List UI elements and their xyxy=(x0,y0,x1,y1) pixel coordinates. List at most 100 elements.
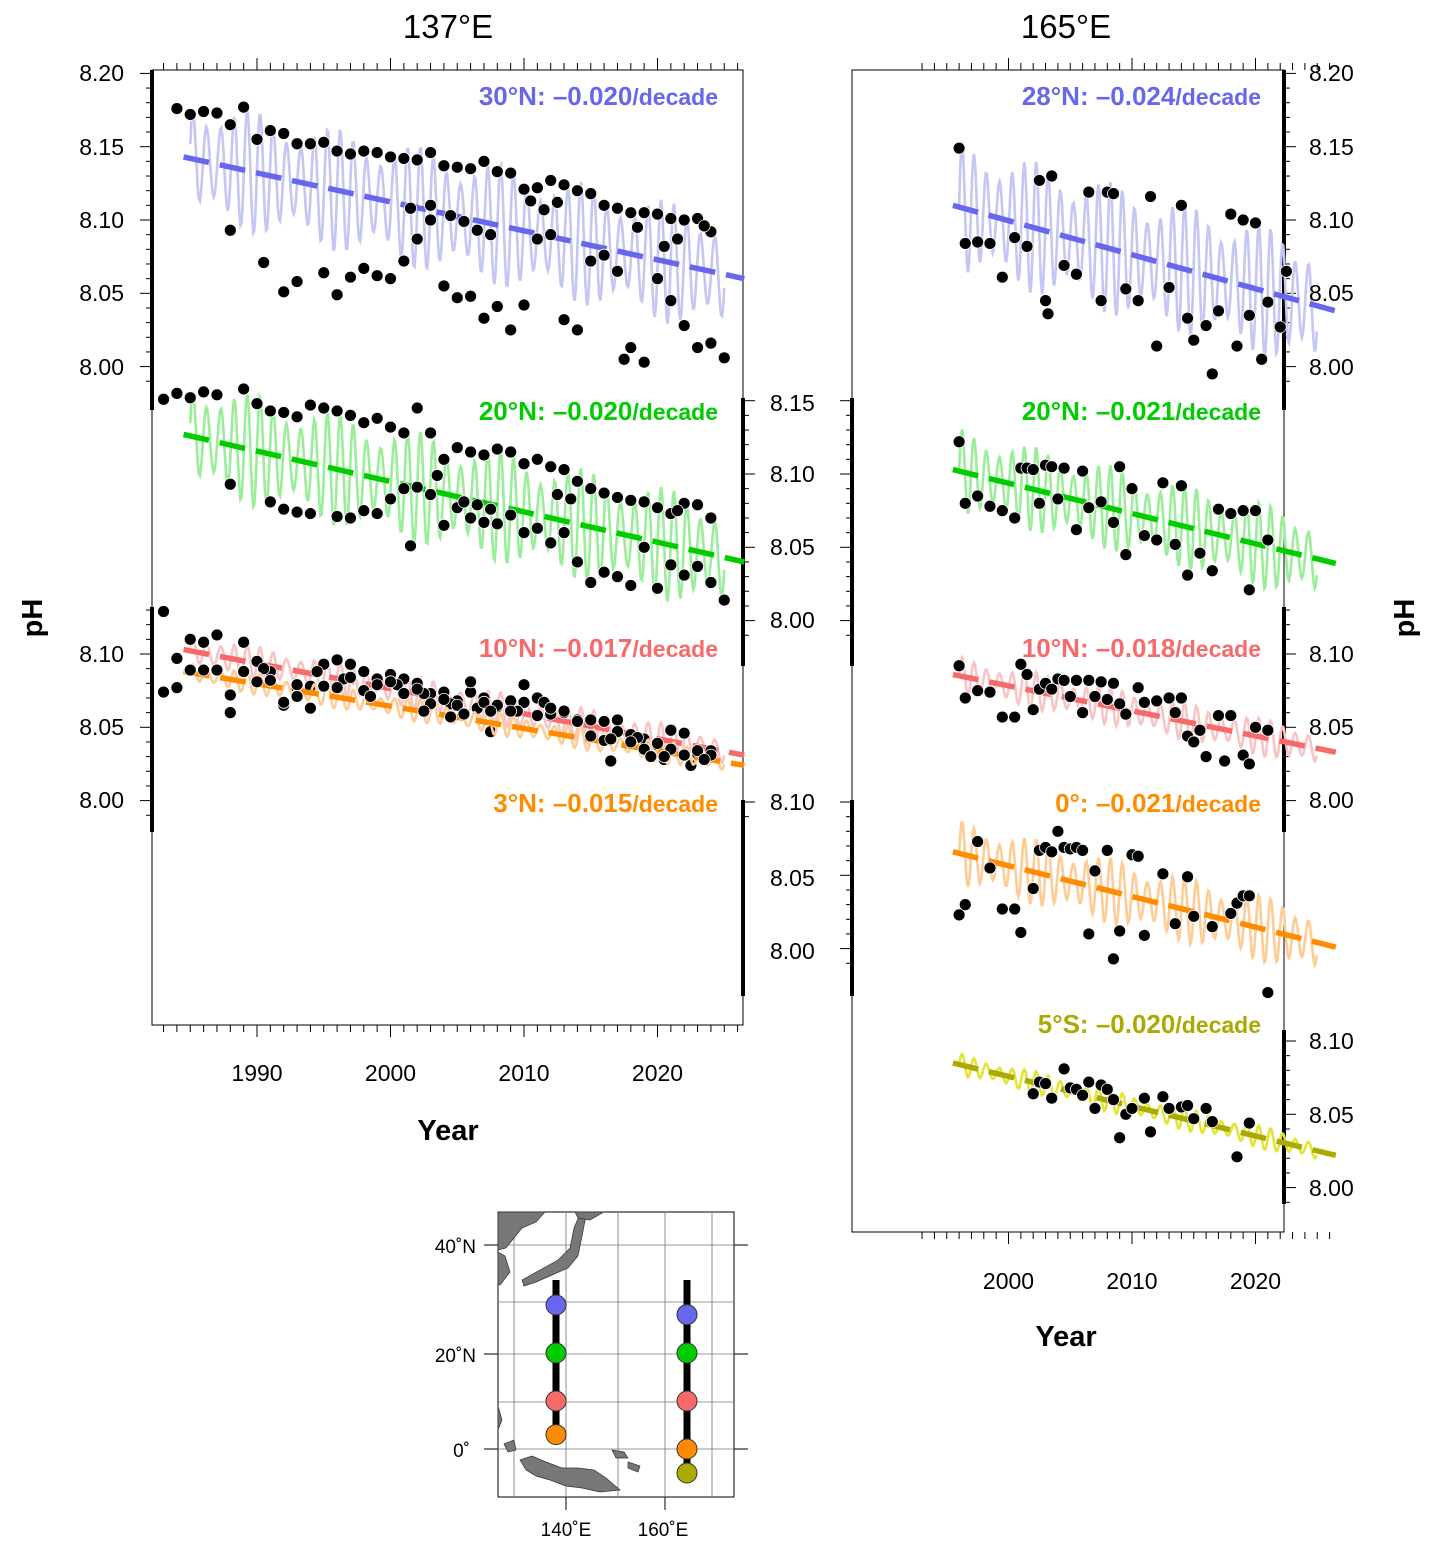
observation-point xyxy=(370,146,384,159)
observation-point xyxy=(1088,1102,1102,1115)
rate-unit: /decade xyxy=(632,84,718,110)
observation-point xyxy=(263,495,277,509)
observation-point xyxy=(1205,564,1219,578)
observation-point xyxy=(210,663,224,677)
rate-value: 0°: –0.021 xyxy=(1055,788,1175,818)
observation-point xyxy=(1279,264,1293,278)
observation-point xyxy=(1205,367,1219,381)
observation-point xyxy=(437,518,451,532)
panel-165E-28N: 28°N: –0.024/decade 8.20 8.15 8.10 8.05 8.00 xyxy=(952,60,1354,410)
observation-point xyxy=(357,144,371,158)
observation-point xyxy=(1212,502,1225,516)
observation-point xyxy=(958,237,972,250)
observation-point xyxy=(1199,750,1213,764)
observation-point xyxy=(1261,723,1275,737)
observation-point xyxy=(504,445,518,459)
observation-point xyxy=(557,313,571,327)
observation-point xyxy=(1076,464,1089,478)
observation-point xyxy=(1020,668,1034,681)
observation-point xyxy=(611,491,624,504)
observation-point xyxy=(1212,304,1225,318)
observation-point xyxy=(1088,864,1102,878)
observation-point xyxy=(1168,537,1182,551)
observation-point xyxy=(1082,1075,1096,1089)
trend-rate-label: 20°N: –0.020/decade xyxy=(479,396,718,426)
observation-point xyxy=(557,526,571,540)
trend-rate-label: 10°N: –0.018/decade xyxy=(1022,633,1261,663)
observation-point xyxy=(517,678,531,692)
observation-point xyxy=(1205,920,1219,934)
observation-point xyxy=(1070,267,1083,281)
observation-point xyxy=(490,165,504,179)
observation-point xyxy=(1100,843,1114,857)
observation-point xyxy=(237,382,251,396)
observation-point xyxy=(995,902,1009,916)
observation-point xyxy=(317,679,331,693)
observation-point xyxy=(197,663,211,677)
observation-point xyxy=(1168,706,1182,720)
observation-point xyxy=(1187,333,1201,347)
observation-point xyxy=(223,223,237,237)
seasonal-curve xyxy=(957,141,1319,359)
observation-point xyxy=(530,709,544,722)
observation-point xyxy=(237,665,251,678)
observation-point xyxy=(223,477,237,491)
observation-point xyxy=(1076,843,1089,857)
observation-point xyxy=(290,410,304,424)
y-tick-label: 8.10 xyxy=(1309,641,1354,667)
observation-point xyxy=(183,663,197,677)
observation-point xyxy=(484,228,498,242)
observation-point xyxy=(544,228,558,242)
observation-point xyxy=(410,480,424,494)
rate-unit: /decade xyxy=(632,399,718,425)
observation-point xyxy=(1057,1062,1071,1076)
observation-point xyxy=(971,684,985,698)
observation-point xyxy=(437,159,451,173)
observation-point xyxy=(477,311,491,325)
station-map: 40˚N 20˚N 0˚ 140˚E 160˚E xyxy=(435,1211,748,1541)
observation-point xyxy=(1051,492,1065,506)
observation-point xyxy=(303,701,317,715)
observation-point xyxy=(330,653,344,667)
observation-point xyxy=(557,704,571,718)
observation-point xyxy=(410,401,424,415)
observation-point xyxy=(1162,1102,1176,1115)
trend-line xyxy=(952,849,1337,950)
observation-point xyxy=(1063,690,1077,703)
x-tick-label: 1990 xyxy=(231,1060,282,1086)
y-tick-label: 8.15 xyxy=(1309,134,1354,160)
rate-value: 28°N: –0.024 xyxy=(1022,81,1176,111)
observation-point xyxy=(557,463,571,477)
observation-point xyxy=(1094,294,1108,308)
observation-point xyxy=(571,714,584,728)
observation-point xyxy=(290,505,304,519)
observation-point xyxy=(183,108,197,121)
observation-point xyxy=(952,908,966,922)
left-x-axis-label: Year xyxy=(417,1115,478,1147)
trend-line xyxy=(182,154,745,282)
observation-point xyxy=(584,729,598,743)
observation-point xyxy=(424,488,437,501)
observation-point xyxy=(971,489,985,503)
observation-point xyxy=(450,698,464,712)
right-column-title: 165°E xyxy=(1021,8,1111,45)
observation-point xyxy=(1113,1131,1127,1145)
observation-point xyxy=(1249,720,1262,734)
observation-point xyxy=(651,272,664,286)
observation-point xyxy=(1261,986,1275,999)
observation-point xyxy=(1230,1150,1244,1164)
observation-point xyxy=(1088,690,1102,703)
observation-point xyxy=(477,154,491,168)
observation-point xyxy=(604,732,618,746)
y-tick-label: 8.05 xyxy=(79,280,124,306)
observation-point xyxy=(330,404,344,418)
observation-point xyxy=(517,526,531,540)
observation-point xyxy=(584,187,598,201)
observation-point xyxy=(263,673,277,687)
observation-point xyxy=(544,174,558,187)
observation-point xyxy=(617,352,631,366)
observation-point xyxy=(697,753,711,766)
observation-point xyxy=(157,685,170,699)
observation-point xyxy=(1045,845,1059,859)
observation-point xyxy=(584,713,598,727)
